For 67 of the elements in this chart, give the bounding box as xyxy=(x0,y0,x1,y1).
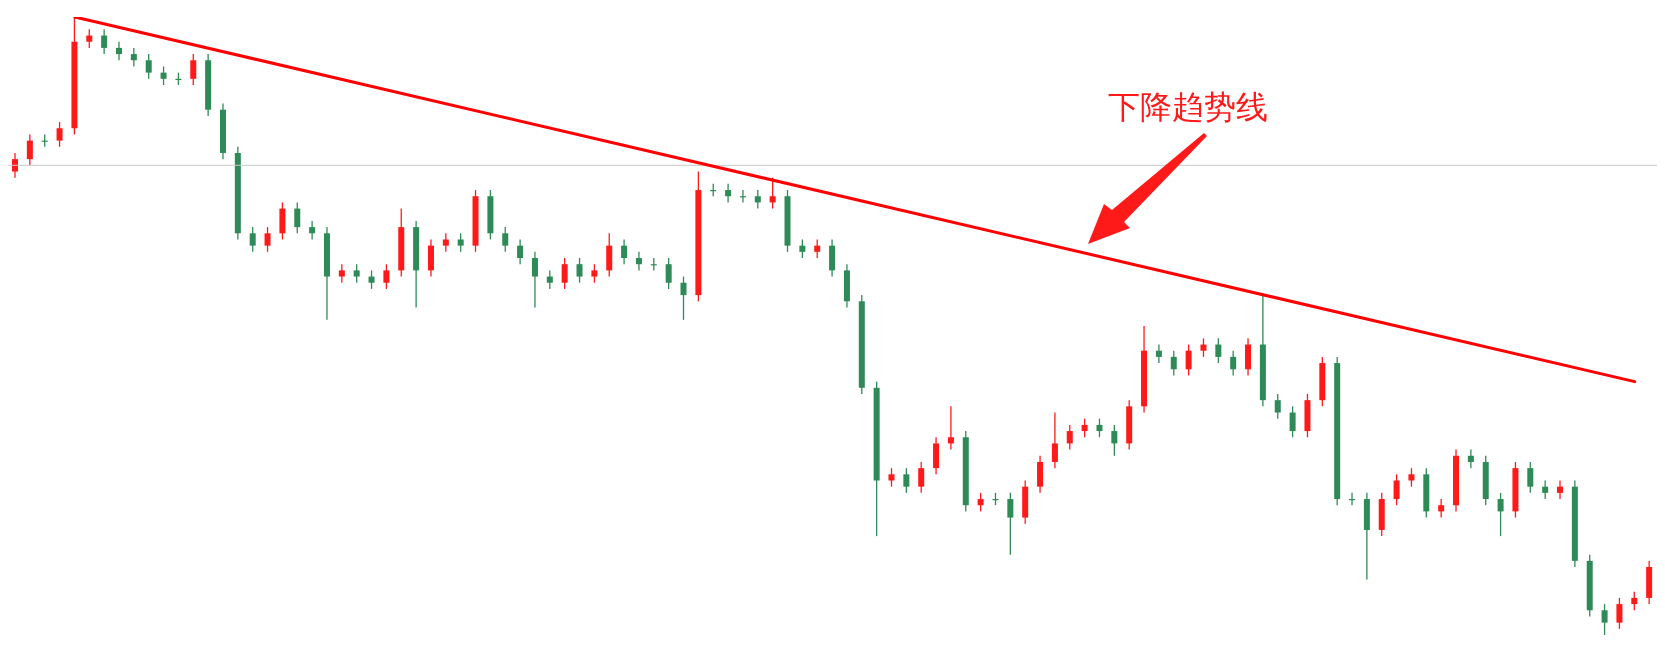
candlestick xyxy=(754,189,761,210)
candlestick xyxy=(1007,492,1014,556)
candlestick xyxy=(249,226,256,253)
candlestick xyxy=(1601,603,1608,635)
candlestick xyxy=(888,467,895,488)
candlestick xyxy=(769,177,776,210)
candlestick xyxy=(264,226,271,253)
candlestick xyxy=(442,232,449,253)
candlestick xyxy=(635,251,642,272)
candlestick xyxy=(1408,467,1415,488)
candlestick xyxy=(86,28,93,49)
candlestick xyxy=(26,133,33,166)
candlestick xyxy=(457,232,464,253)
candlestick xyxy=(1096,418,1103,438)
candlestick xyxy=(1557,479,1564,500)
candlestick xyxy=(977,492,984,513)
candlestick xyxy=(383,263,390,290)
candlestick xyxy=(1527,461,1534,494)
candlestick xyxy=(561,257,568,290)
candlestick xyxy=(546,269,553,290)
candlestick xyxy=(1066,424,1073,451)
candlestick xyxy=(368,269,375,290)
candlestick xyxy=(1616,597,1623,630)
candlestick xyxy=(799,238,806,259)
candlestick xyxy=(1111,424,1118,457)
candlestick xyxy=(1289,405,1296,438)
candlestick xyxy=(294,201,301,234)
candlestick xyxy=(1051,411,1058,469)
candlestick xyxy=(576,257,583,284)
candlestick xyxy=(903,467,910,494)
candlestick xyxy=(190,53,197,86)
candlestick xyxy=(1200,337,1207,358)
candlestick xyxy=(1155,343,1162,364)
candlestick xyxy=(130,47,137,68)
candlestick xyxy=(56,121,63,148)
candlestick xyxy=(621,238,628,265)
candlestick xyxy=(502,226,509,253)
candlestick xyxy=(338,263,345,284)
candlestick xyxy=(1393,473,1400,506)
candlestick xyxy=(517,238,524,265)
candlestick xyxy=(1185,343,1192,377)
candlestick xyxy=(309,220,316,241)
candlestick xyxy=(725,183,732,204)
candlestick xyxy=(1497,492,1504,537)
candlestick xyxy=(1542,479,1549,500)
candlestick xyxy=(353,263,360,284)
annotation: 下降趋势线 xyxy=(1108,87,1268,128)
candlestick xyxy=(1215,337,1222,364)
candlestick xyxy=(12,152,18,179)
candlestick xyxy=(591,263,598,284)
candlestick xyxy=(531,251,538,309)
candlestick xyxy=(115,41,122,61)
candlestick xyxy=(1438,498,1445,519)
candlestick xyxy=(145,53,152,80)
candlestick xyxy=(101,28,108,55)
candlestick xyxy=(1467,448,1474,469)
candlestick xyxy=(918,461,925,494)
candlestick xyxy=(1081,418,1088,438)
candlestick xyxy=(947,405,954,451)
candlestick xyxy=(680,275,687,321)
candlestick xyxy=(665,257,672,290)
candlestick xyxy=(1631,591,1638,611)
candlestick xyxy=(1170,350,1177,377)
candlestick xyxy=(1230,350,1237,377)
candlestick xyxy=(814,238,821,259)
candlestick xyxy=(160,65,167,86)
candlestick xyxy=(1274,393,1281,420)
